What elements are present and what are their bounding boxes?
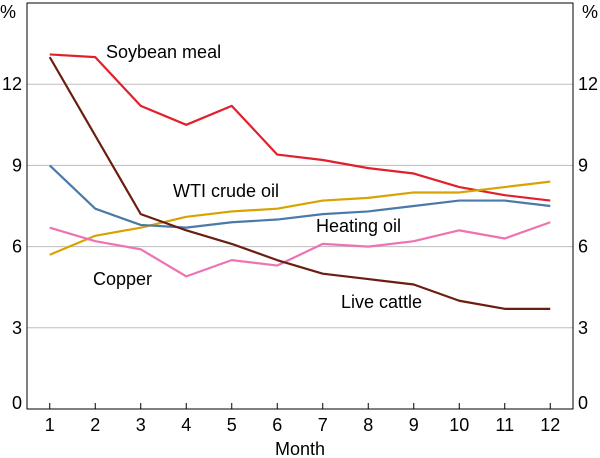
y-tick-label-left: 12 [2, 74, 22, 94]
x-tick-label: 6 [272, 415, 282, 435]
x-tick-label: 12 [540, 415, 560, 435]
series-label-heating-oil: Heating oil [316, 216, 401, 236]
x-tick-label: 7 [318, 415, 328, 435]
y-tick-label-left: 6 [12, 237, 22, 257]
plot-frame [26, 2, 574, 410]
series-label-copper: Copper [93, 269, 152, 289]
y-axis-unit-right: % [582, 2, 598, 22]
y-tick-label-right: 12 [578, 74, 598, 94]
series-line-soybean-meal [49, 53, 551, 202]
x-tick-label: 10 [449, 415, 469, 435]
series-label-live-cattle: Live cattle [341, 292, 422, 312]
y-tick-label-right: 9 [578, 155, 588, 175]
series-line-copper [49, 221, 551, 278]
y-tick-label-left: 0 [12, 393, 22, 413]
x-tick-label: 2 [90, 415, 100, 435]
x-tick-label: 5 [227, 415, 237, 435]
x-axis-title: Month [275, 439, 325, 458]
x-tick-label: 4 [181, 415, 191, 435]
x-tick-label: 3 [136, 415, 146, 435]
series-lines [48, 53, 551, 310]
tick-labels: 0 03 36 69 912 121 2 3 4 5 6 7 8 9 10 11 12 [2, 74, 598, 435]
series-line-wti-crude-oil [49, 180, 551, 256]
y-tick-label-right: 6 [578, 237, 588, 257]
gridlines [27, 83, 573, 329]
y-tick-label-left: 9 [12, 155, 22, 175]
series-label-wti-crude-oil: WTI crude oil [173, 181, 279, 201]
x-tick-label: 11 [495, 415, 514, 435]
y-tick-label-right: 0 [578, 393, 588, 413]
series-line-heating-oil [48, 164, 551, 229]
series-label-soybean-meal: Soybean meal [106, 42, 221, 62]
x-tick-label: 8 [363, 415, 373, 435]
y-tick-label-right: 3 [578, 318, 588, 338]
y-tick-label-left: 3 [12, 318, 22, 338]
x-tick-label: 9 [409, 415, 419, 435]
x-tick-label: 1 [45, 415, 55, 435]
series-line-live-cattle [48, 56, 551, 310]
y-axis-unit-left: % [0, 2, 16, 22]
